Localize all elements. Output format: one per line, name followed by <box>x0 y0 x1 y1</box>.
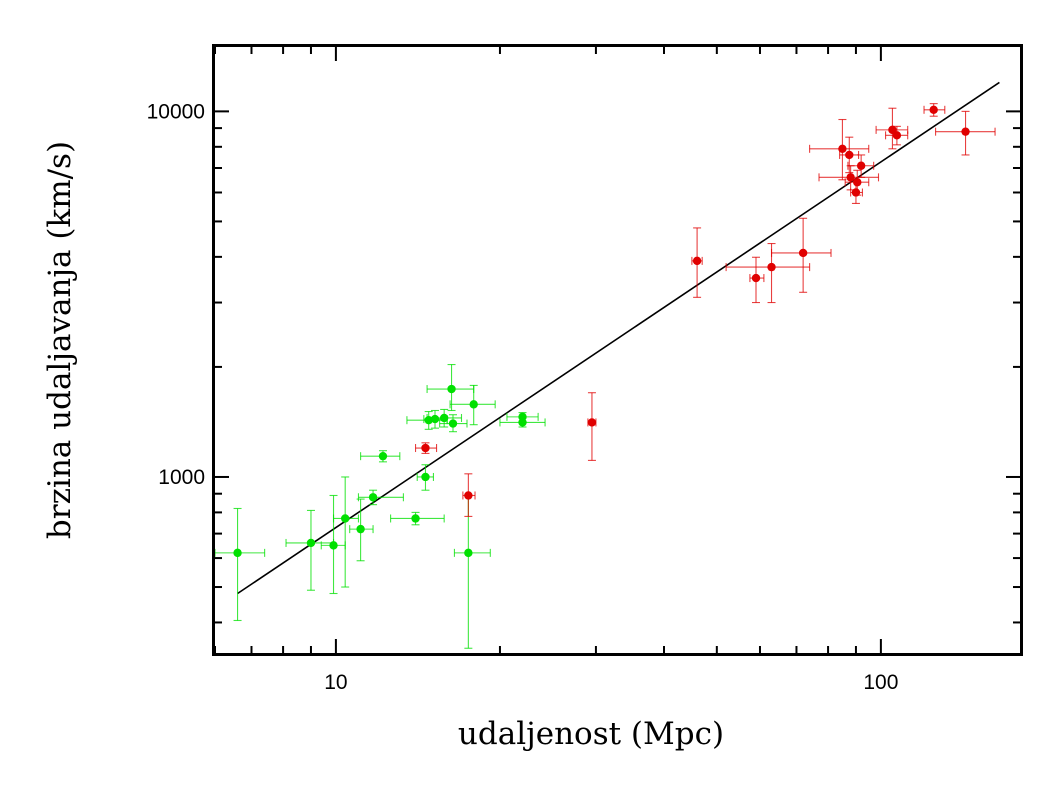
data-point <box>935 110 996 156</box>
plot-frame <box>212 44 1023 656</box>
axis-ticks: 10 100 1000 10000 <box>147 47 1020 694</box>
data-point <box>453 494 491 649</box>
point-marker <box>306 538 316 548</box>
point-marker <box>838 144 847 154</box>
data-point <box>844 169 870 196</box>
x-tick-label: 100 <box>863 671 898 694</box>
data-point <box>691 227 703 298</box>
x-tick-label: 10 <box>324 671 347 694</box>
point-marker <box>518 412 527 422</box>
x-axis-title: udaljenost (Mpc) <box>458 716 724 752</box>
data-point <box>332 476 360 588</box>
point-marker <box>464 548 473 558</box>
point-marker <box>929 105 938 114</box>
data-point <box>320 494 346 595</box>
plot-marks <box>214 81 1000 649</box>
fit-line <box>237 81 1000 595</box>
data-point <box>360 450 401 463</box>
data-point <box>875 107 909 150</box>
point-marker <box>469 400 478 409</box>
point-marker <box>798 248 808 258</box>
point-marker <box>368 493 378 502</box>
data-point <box>847 154 875 178</box>
point-marker <box>692 256 702 266</box>
y-tick-label: 1000 <box>158 466 205 489</box>
point-marker <box>892 131 902 140</box>
point-marker <box>853 178 862 187</box>
point-marker <box>430 414 440 424</box>
point-marker <box>856 161 866 170</box>
point-marker <box>767 262 776 272</box>
point-marker <box>329 541 338 550</box>
data-point <box>850 179 863 204</box>
data-point <box>923 103 946 117</box>
data-point <box>214 507 266 622</box>
point-marker <box>587 418 597 427</box>
point-marker <box>439 413 449 423</box>
y-tick-label: 10000 <box>147 100 205 123</box>
data-point <box>349 498 374 562</box>
point-marker <box>751 273 761 283</box>
y-axis-title: brzina udaljavanja (km/s) <box>42 141 78 539</box>
point-marker <box>961 127 970 136</box>
data-point <box>449 384 496 426</box>
data-point <box>587 392 597 461</box>
data-point <box>839 136 860 174</box>
point-marker <box>851 188 861 197</box>
point-marker <box>378 451 388 461</box>
data-point <box>770 217 832 293</box>
point-marker <box>411 514 420 523</box>
data-point <box>885 125 909 146</box>
point-marker <box>421 472 430 482</box>
point-marker <box>448 419 458 428</box>
data-point <box>390 511 445 526</box>
point-marker <box>845 150 854 160</box>
data-point <box>285 509 335 591</box>
data-point <box>439 414 468 433</box>
point-marker <box>340 514 350 523</box>
data-point <box>809 118 870 181</box>
data-point <box>416 464 434 491</box>
data-point <box>506 412 539 422</box>
point-marker <box>421 443 430 453</box>
point-marker <box>447 384 456 394</box>
data-point <box>462 473 476 517</box>
data-point <box>749 256 765 304</box>
data-point <box>414 442 438 454</box>
point-marker <box>233 548 242 558</box>
point-marker <box>356 524 365 534</box>
data-point <box>357 489 404 506</box>
point-marker <box>464 491 473 500</box>
